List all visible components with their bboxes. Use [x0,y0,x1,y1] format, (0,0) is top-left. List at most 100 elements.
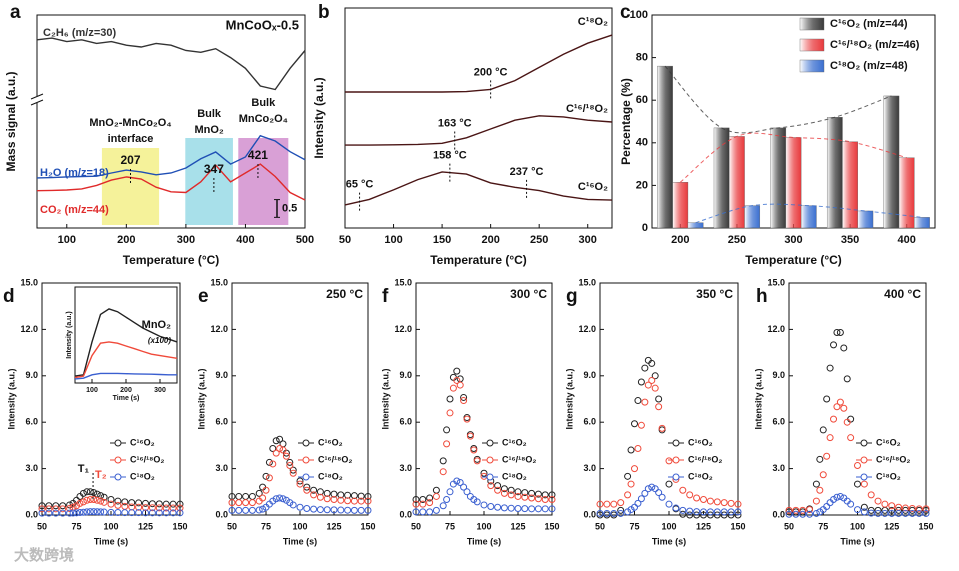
data-line [74,372,177,380]
data-point [463,488,471,496]
legend-label: C¹⁶O₂ [876,437,901,447]
plot-frame [231,282,369,516]
data-point [854,506,861,514]
data-point [541,496,549,504]
data-point [836,398,844,406]
trend-line [664,65,892,134]
y-axis-label: Intensity (a.u.) [196,368,206,429]
x-tick-label: 125 [138,521,153,531]
legend-symbol [302,439,310,447]
data-point [66,509,74,517]
x-axis-label: Time (s) [467,536,501,546]
panel-title: 350 °C [696,287,733,301]
data-point [860,508,868,516]
data-point [443,496,451,504]
data-point [833,403,841,411]
data-point [276,444,284,452]
data-point [854,462,861,470]
y-tick-label: 3.0 [772,463,785,473]
x-tick-label: 100 [58,234,76,246]
data-point [915,509,923,517]
y-tick-label: 15.0 [210,277,228,287]
data-point [337,491,345,499]
data-point [59,509,67,517]
data-point [541,491,549,499]
data-point [631,465,638,473]
data-point [840,344,848,352]
data-point [823,395,831,403]
region-label: MnO₂-MnCo₂O₄ [89,117,171,129]
data-point [514,492,522,500]
data-point [114,509,122,517]
data-point [819,426,827,434]
marker-label: 65 °C [346,179,374,191]
data-point [915,505,923,513]
panel-letter: c [620,2,631,23]
legend-symbol [672,456,680,464]
legend-label: C¹⁸O₂ [688,471,713,481]
x-tick-label: 200 [120,387,132,394]
series-label: C¹⁶O₂ [578,181,608,193]
x-tick-label: 75 [818,521,828,531]
y-tick-label: 3.0 [25,463,38,473]
marker-label: 200 °C [474,66,508,78]
data-line [36,163,306,201]
watermark: 大数跨境 [14,546,74,564]
data-point [833,328,841,336]
data-point [272,495,280,503]
legend-label: C¹⁶/¹⁸O₂ [130,454,164,464]
y-axis-label: Intensity (a.u.) [753,368,763,429]
x-tick-label: 100 [292,521,307,531]
data-point [286,462,294,470]
data-point [624,491,632,499]
data-point [816,486,824,494]
data-point [121,498,129,506]
data-point [823,502,831,510]
data-point [500,485,508,493]
y-axis-label: Intensity (a.u.) [564,368,574,429]
axis-break [32,96,42,103]
y-tick-label: 9.0 [215,370,228,380]
data-point [617,506,625,514]
data-point [644,381,652,389]
data-point [874,509,882,517]
data-point [847,434,855,442]
data-point [69,509,77,517]
data-point [228,499,236,507]
data-point [242,499,250,507]
data-point [83,488,91,496]
data-point [419,508,427,516]
legend-label: C¹⁶O₂ [130,437,155,447]
data-point [446,488,454,496]
data-point [785,510,793,518]
data-point [350,506,358,514]
y-tick-label: 12.0 [20,324,38,334]
data-point [507,491,515,499]
data-point [316,493,324,501]
data-point [337,496,345,504]
data-point [86,496,94,504]
data-point [658,424,666,432]
x-tick-label: 300 [784,234,802,246]
data-point [720,499,728,507]
data-point [860,503,868,511]
data-point [66,505,74,513]
data-point [713,498,721,506]
data-point [631,503,638,511]
data-point [100,493,108,501]
data-point [706,508,714,516]
data-point [693,494,701,502]
data-point [142,504,149,512]
data-point [843,418,851,426]
legend-label: C¹⁸O₂ [876,471,901,481]
data-point [323,495,331,503]
peak-label: 207 [120,153,140,167]
data-point [364,497,372,505]
x-axis-label: Time (s) [840,536,874,546]
y-tick-label: 15.0 [578,277,596,287]
plot-frame [36,14,306,229]
data-point [901,509,909,517]
data-point [548,505,556,513]
data-point [439,502,447,510]
